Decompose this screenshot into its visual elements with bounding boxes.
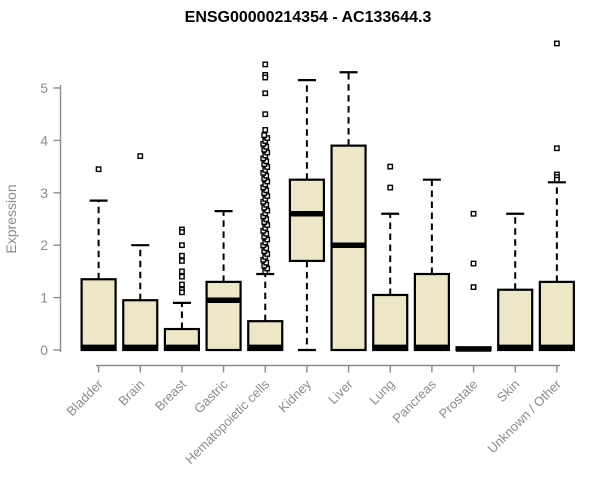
outlier-point [262,74,269,81]
y-tick-label: 2 [40,237,48,253]
outlier-point [387,163,394,170]
chart-title: ENSG00000214354 - AC133644.3 [185,9,432,26]
box-bladder [80,166,117,352]
box-rect [497,288,534,352]
box-brain [122,153,159,352]
outlier-point [470,284,477,291]
outlier-point [553,176,560,183]
box-rect [413,272,450,352]
y-tick-label: 5 [40,80,48,96]
outlier-point [553,145,560,152]
box-prostate [455,210,492,352]
outlier-point [262,90,269,97]
outlier-point [387,184,394,191]
box-rect [80,278,117,352]
box-rect [205,280,242,352]
outlier-point [553,40,560,47]
outlier-point [179,252,185,259]
box-rect [372,293,409,352]
outlier-point [262,127,269,133]
box-breast [163,226,201,352]
box-kidney [288,79,325,352]
outlier-point [179,258,185,264]
outlier-point [179,289,185,296]
outlier-point [95,166,102,173]
y-tick-label: 0 [40,342,48,358]
outlier-point [262,111,269,118]
x-category-label: Bladder [63,376,106,419]
y-axis-title: Expression [3,184,19,253]
outlier-point [470,260,477,267]
x-category-label: Pancreas [390,376,440,426]
box-liver [330,71,367,352]
outlier-point [179,281,185,288]
box-hematopoietic-cells [247,61,284,352]
x-category-label: Liver [325,376,356,407]
box-rect [538,280,575,352]
box-rect [122,299,159,352]
x-category-label: Gastric [191,376,231,416]
outlier-point [261,132,268,139]
x-category-label: Prostate [436,377,481,422]
y-tick-label: 4 [40,132,48,148]
box-pancreas [413,178,450,352]
outlier-point [470,210,477,217]
box-rect [288,178,325,263]
box-unknown-other [538,40,575,352]
x-category-label: Unknown / Other [484,376,564,456]
y-axis: 0 1 2 3 4 5 [40,80,62,358]
outlier-point [179,229,185,235]
y-tick-label: 1 [40,290,48,306]
outlier-point [137,153,144,160]
x-category-label: Breast [152,376,189,413]
outlier-point [179,242,185,249]
box-lung [372,163,409,352]
y-tick-label: 3 [40,185,48,201]
outlier-point [262,61,269,68]
outlier-point [179,268,185,275]
box-gastric [205,210,242,352]
x-category-label: Kidney [275,376,314,415]
x-category-label: Skin [494,377,522,405]
x-category-label: Lung [366,377,397,408]
box-skin [497,212,534,352]
x-category-label: Brain [115,377,147,409]
outlier-point [179,273,185,280]
